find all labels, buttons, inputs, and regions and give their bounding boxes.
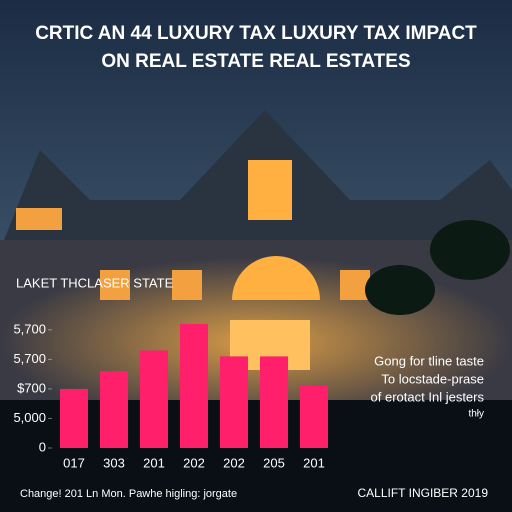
- bar: [220, 356, 248, 448]
- x-tick-label: 205: [263, 455, 285, 470]
- bar: [300, 385, 328, 448]
- bar: [180, 323, 208, 448]
- x-tick-label: 017: [63, 455, 85, 470]
- footer: CALLIFT INGIBER 2019: [358, 486, 489, 500]
- y-tick-label: $700: [17, 380, 46, 395]
- bar: [100, 371, 128, 448]
- x-tick-label: 202: [183, 455, 205, 470]
- annotation: of erotact Inl jesters: [371, 389, 485, 404]
- x-tick-label: 202: [223, 455, 245, 470]
- y-tick-label: 5,700: [13, 351, 46, 366]
- mansion: [0, 110, 512, 512]
- annotation: thły: [468, 409, 484, 420]
- x-tick-label: 303: [103, 455, 125, 470]
- y-tick-label: 5,000: [13, 410, 46, 425]
- bar: [140, 350, 168, 448]
- title: ON REAL ESTATE REAL ESTATES: [101, 51, 410, 72]
- y-tick-label: 5,700: [13, 321, 46, 336]
- bar: [260, 356, 288, 448]
- subtitle: LAKET THCLASER STATE: [16, 275, 174, 290]
- footer: Change! 201 Ln Mon. Pawhe higling: jorga…: [20, 488, 237, 500]
- x-tick-label: 201: [303, 455, 325, 470]
- annotation: Gong for tline taste: [374, 353, 484, 368]
- title: CRTIC AN 44 LUXURY TAX LUXURY TAX IMPACT: [35, 23, 477, 44]
- bar: [60, 388, 88, 448]
- y-tick-label: 0: [39, 439, 46, 454]
- annotation: To locstade-prase: [381, 371, 484, 386]
- x-tick-label: 201: [143, 455, 165, 470]
